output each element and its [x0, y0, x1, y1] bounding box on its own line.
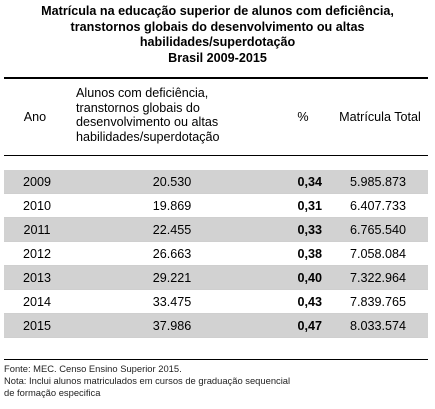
- cell-percent: 0,43: [297, 294, 322, 309]
- note-line: Nota: Inclui alunos matriculados em curs…: [4, 375, 291, 387]
- header-alunos-line: Alunos com deficiência,: [76, 86, 209, 100]
- header-alunos: Alunos com deficiência, transtornos glob…: [76, 86, 276, 144]
- cell-percent: 0,31: [297, 198, 322, 213]
- cell-percent: 0,40: [297, 270, 322, 285]
- table-bottom-rule: [4, 359, 428, 360]
- cell-alunos: 29.221: [152, 270, 192, 285]
- cell-ano: 2013: [22, 270, 52, 285]
- cell-ano: 2015: [22, 318, 52, 333]
- cell-total: 5.985.873: [349, 174, 407, 189]
- cell-percent: 0,34: [297, 174, 322, 189]
- header-rule: [4, 155, 428, 156]
- cell-ano: 2011: [23, 222, 51, 237]
- table-body: 2009 20.530 0,34 5.985.873 2010 19.869 0…: [4, 170, 428, 338]
- header-ano: Ano: [23, 110, 47, 124]
- note-line: de formação especifica: [4, 387, 101, 399]
- table-title: Matrícula na educação superior de alunos…: [0, 4, 435, 66]
- title-line: habilidades/superdotação: [139, 35, 296, 49]
- cell-alunos: 26.663: [152, 246, 192, 261]
- cell-alunos: 33.475: [152, 294, 192, 309]
- header-alunos-line: desenvolvimento ou altas: [76, 115, 219, 129]
- cell-ano: 2010: [22, 198, 52, 213]
- cell-ano: 2012: [22, 246, 52, 261]
- table-row: 2009 20.530 0,34 5.985.873: [4, 170, 428, 194]
- cell-total: 6.407.733: [349, 198, 407, 213]
- table-row: 2012 26.663 0,38 7.058.084: [4, 242, 428, 266]
- cell-ano: 2009: [22, 174, 52, 189]
- cell-total: 7.322.964: [349, 270, 407, 285]
- cell-total: 7.839.765: [349, 294, 407, 309]
- table-row: 2015 37.986 0,47 8.033.574: [4, 314, 428, 338]
- cell-alunos: 19.869: [152, 198, 192, 213]
- header-alunos-line: transtornos globais do: [76, 100, 200, 115]
- title-subtitle: Brasil 2009-2015: [168, 50, 267, 65]
- cell-percent: 0,33: [297, 222, 322, 237]
- cell-ano: 2014: [22, 294, 52, 309]
- cell-alunos: 20.530: [152, 174, 192, 189]
- footnotes: Fonte: MEC. Censo Ensino Superior 2015. …: [4, 363, 290, 400]
- table-top-rule: [4, 77, 428, 79]
- cell-alunos: 22.455: [152, 222, 192, 237]
- cell-percent: 0,47: [297, 318, 322, 333]
- cell-percent: 0,38: [297, 246, 322, 261]
- cell-total: 8.033.574: [349, 318, 407, 333]
- title-line: transtornos globais do desenvolvimento o…: [70, 19, 365, 34]
- header-matricula-total: Matrícula Total: [339, 110, 421, 124]
- header-alunos-line: habilidades/superdotação: [76, 129, 220, 144]
- title-line: Matrícula na educação superior de alunos…: [41, 4, 394, 18]
- header-percent: %: [297, 110, 309, 124]
- cell-total: 6.765.540: [349, 222, 407, 237]
- table-row: 2010 19.869 0,31 6.407.733: [4, 194, 428, 218]
- table-row: 2011 22.455 0,33 6.765.540: [4, 218, 428, 242]
- table-row: 2014 33.475 0,43 7.839.765: [4, 290, 428, 314]
- cell-total: 7.058.084: [349, 246, 407, 261]
- source-note: Fonte: MEC. Censo Ensino Superior 2015.: [4, 363, 182, 374]
- table-row: 2013 29.221 0,40 7.322.964: [4, 266, 428, 290]
- cell-alunos: 37.986: [152, 318, 192, 333]
